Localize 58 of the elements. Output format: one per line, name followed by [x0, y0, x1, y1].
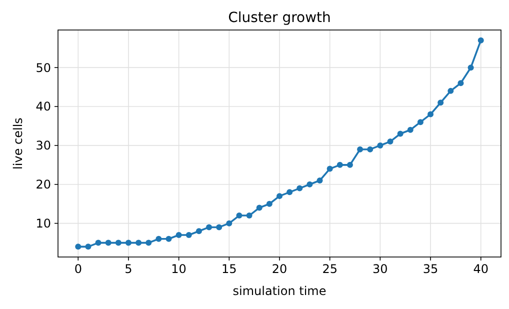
point	[367, 146, 374, 152]
point	[458, 80, 464, 86]
point	[468, 64, 474, 71]
y-tick-label: 50	[36, 60, 51, 75]
point	[166, 236, 172, 242]
x-axis-title: simulation time	[232, 284, 326, 298]
y-axis-title: live cells	[11, 118, 25, 170]
point	[336, 162, 343, 168]
point	[316, 177, 323, 184]
point	[296, 185, 303, 192]
point	[236, 212, 242, 219]
x-tick-label: 15	[222, 262, 237, 276]
point	[377, 142, 384, 148]
point	[326, 166, 333, 172]
point	[115, 240, 122, 246]
point	[105, 240, 112, 246]
x-tick-label: 10	[171, 262, 186, 276]
point	[176, 232, 182, 238]
x-tick-label: 25	[322, 262, 338, 276]
x-tick-label: 35	[422, 262, 438, 276]
point	[417, 119, 424, 126]
point	[196, 228, 202, 234]
point	[276, 193, 282, 200]
point	[75, 244, 82, 250]
point	[407, 126, 414, 133]
point	[346, 162, 353, 168]
point	[478, 37, 484, 44]
y-tick-label: 10	[36, 216, 51, 231]
point	[226, 220, 232, 226]
x-tick-label: 20	[272, 262, 288, 276]
point	[357, 146, 364, 152]
y-tick-label: 40	[36, 100, 51, 114]
x-tick-label: 40	[473, 262, 489, 276]
point	[136, 240, 142, 246]
point	[246, 212, 252, 219]
y-tick-label: 30	[36, 138, 51, 153]
point	[95, 240, 102, 246]
point	[306, 181, 313, 188]
point	[206, 224, 212, 230]
point	[428, 111, 434, 118]
chart-title: Cluster growth	[228, 10, 331, 26]
point	[146, 240, 152, 246]
y-tick-label: 20	[36, 178, 51, 192]
point	[448, 88, 454, 94]
point	[256, 204, 262, 211]
point	[125, 240, 132, 246]
point	[438, 100, 444, 106]
point	[216, 224, 222, 230]
point	[266, 200, 272, 207]
x-tick-label: 0	[74, 262, 82, 276]
point	[397, 130, 404, 137]
point	[186, 232, 192, 238]
point	[156, 236, 162, 242]
point	[286, 189, 293, 196]
x-tick-label: 5	[124, 262, 132, 276]
point	[85, 244, 92, 250]
x-tick-label: 30	[372, 262, 388, 276]
point	[387, 138, 394, 145]
